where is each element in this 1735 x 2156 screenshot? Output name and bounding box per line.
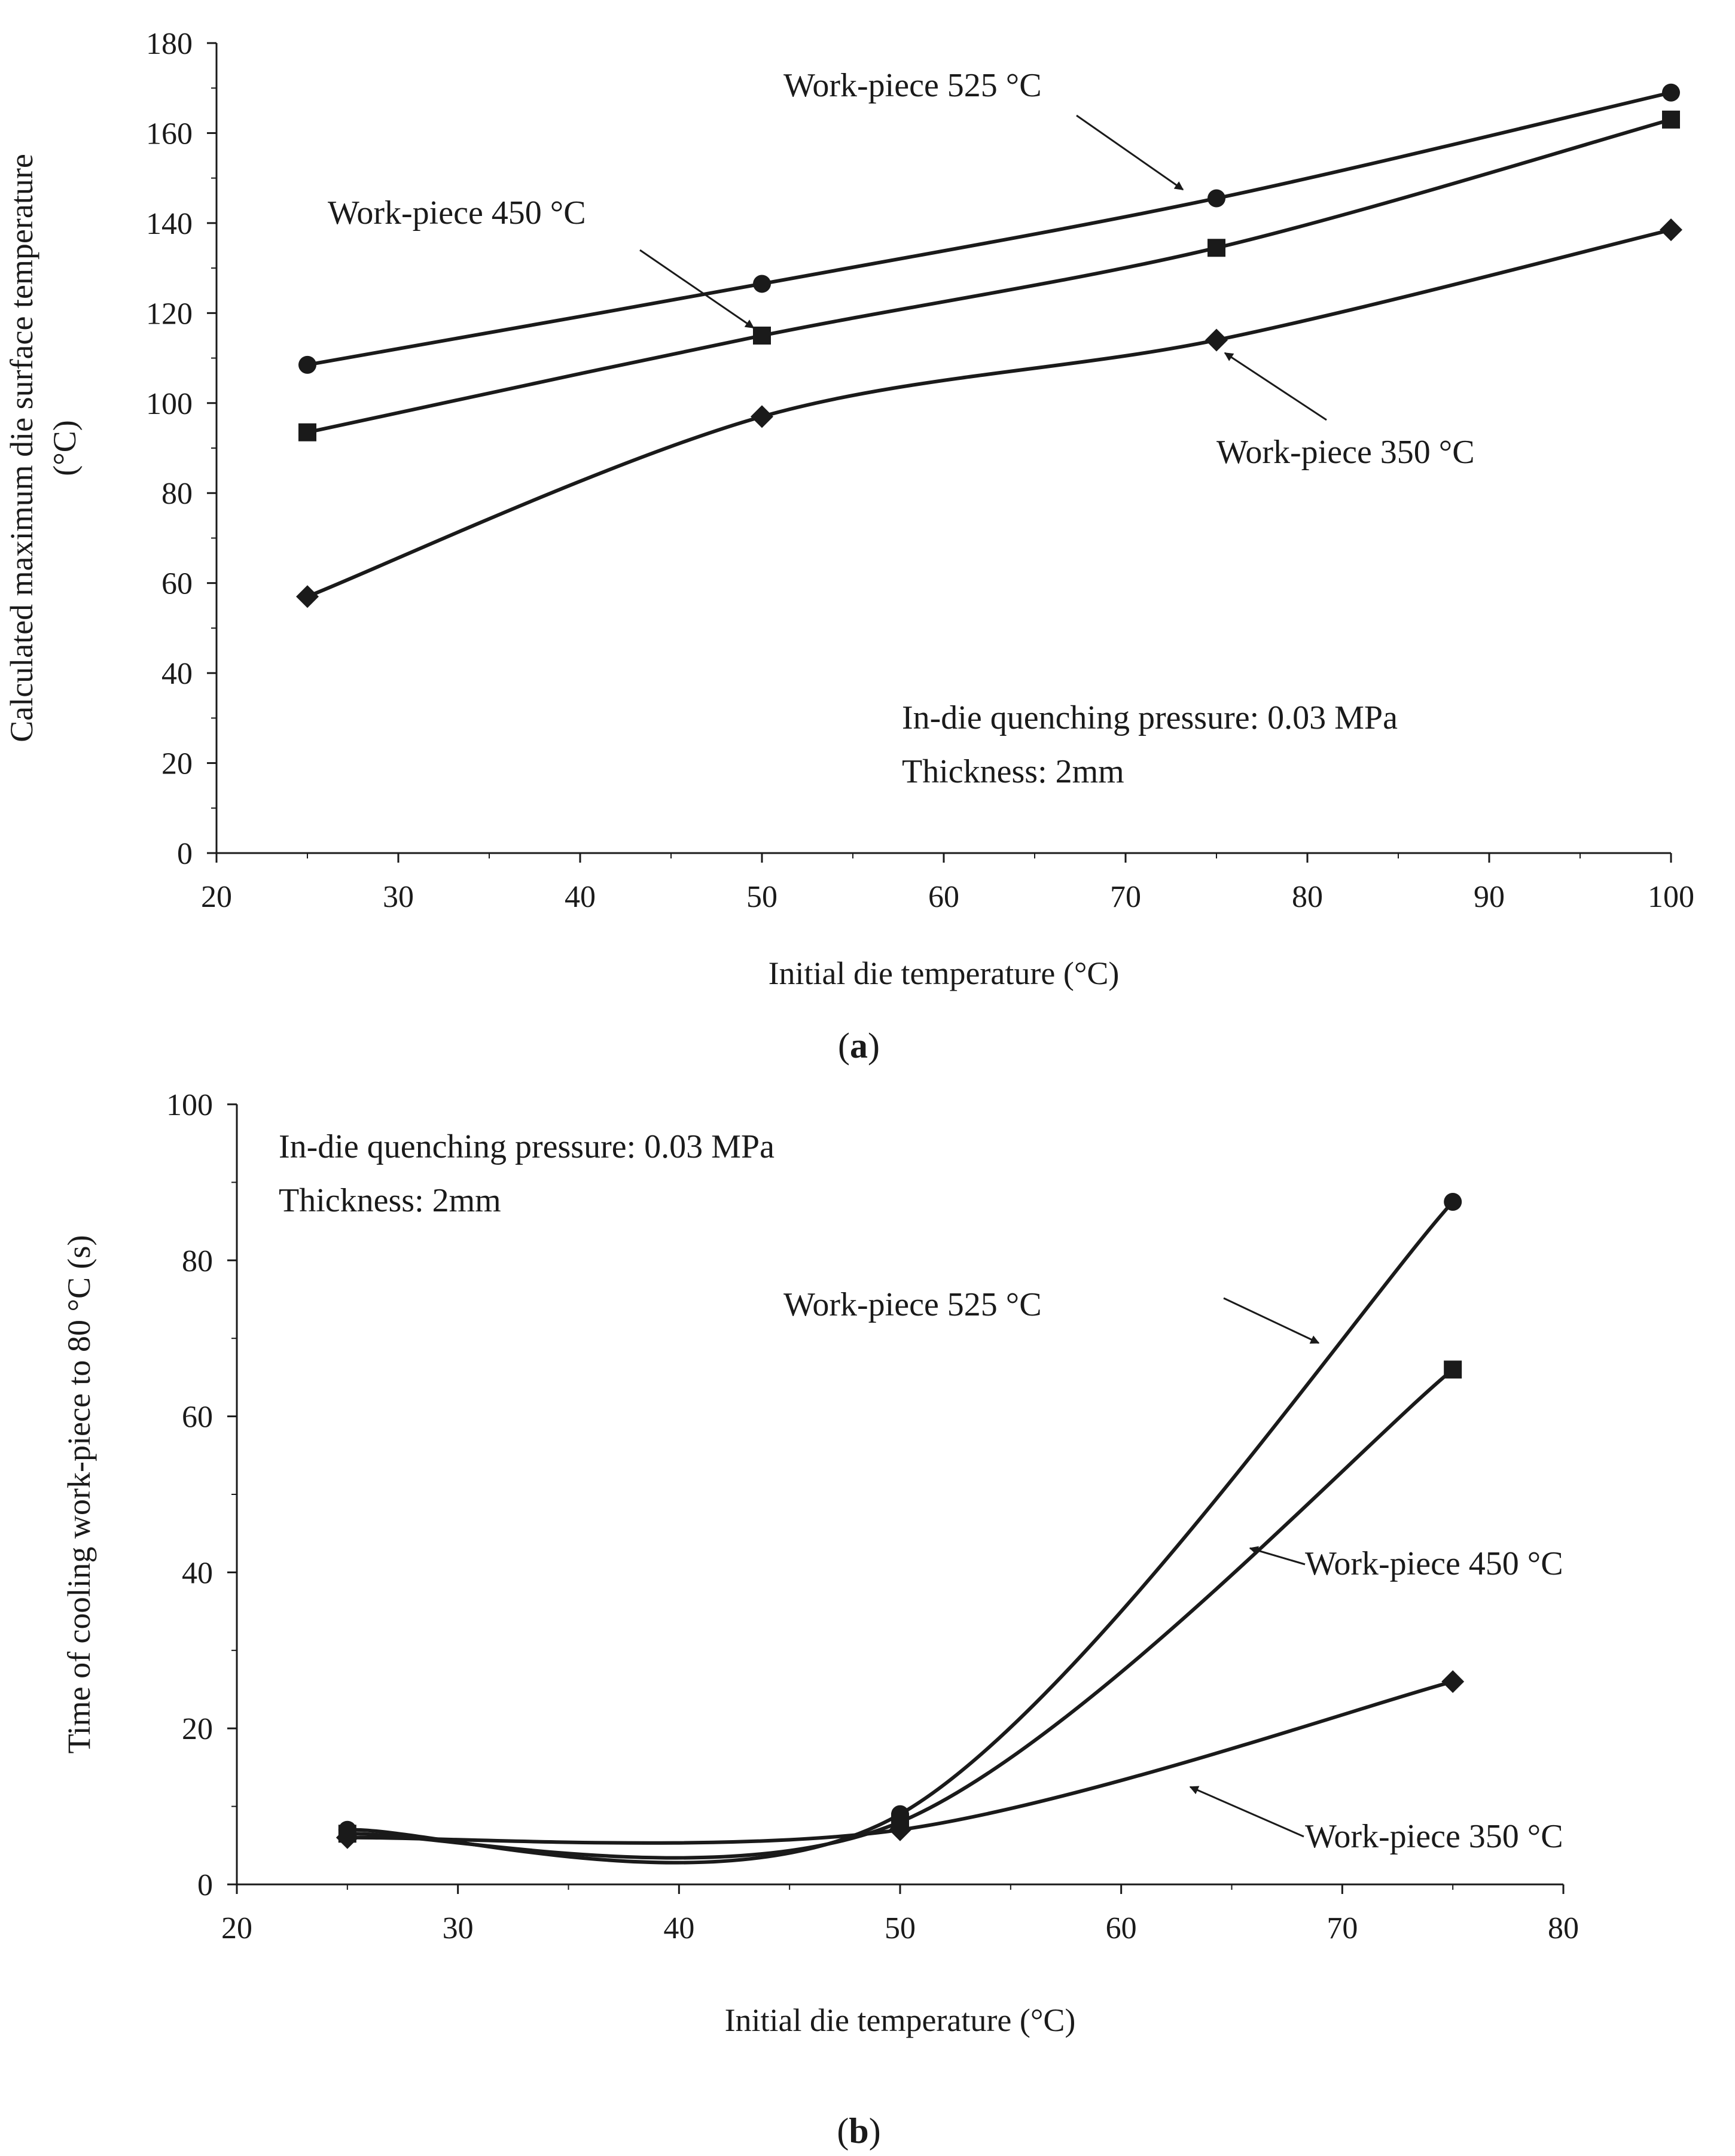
series-pointer-arrow [1249,1546,1306,1566]
series-pointer-arrow [1224,352,1327,421]
x-tick-label: 80 [1548,1911,1579,1945]
data-point-diamond [889,1818,911,1841]
series-label: Work-piece 525 °C [783,67,1042,104]
condition-note: Thickness: 2mm [902,753,1124,790]
y-tick-label: 80 [182,1244,213,1278]
y-tick-label: 100 [146,387,193,421]
y-axis-title: (°C) [47,420,83,476]
y-tick-label: 60 [161,567,193,601]
x-tick-label: 20 [221,1911,252,1945]
series-label: Work-piece 450 °C [328,194,586,232]
data-point-circle [298,355,316,374]
y-axis-title: Calculated maximum die surface temperatu… [4,154,39,742]
panel-label-a: (a) [838,1026,880,1065]
series-label: Work-piece 350 °C [1305,1818,1563,1855]
x-tick-label: 90 [1474,880,1505,914]
data-point-diamond [1660,218,1682,242]
data-point-circle [753,275,771,293]
series-label: Work-piece 350 °C [1216,434,1475,471]
condition-note: Thickness: 2mm [279,1182,501,1219]
x-tick-label: 70 [1110,880,1141,914]
y-tick-label: 0 [197,1868,213,1902]
series-line-2 [306,117,1673,434]
series-pointer-arrow [1189,1786,1304,1838]
x-tick-label: 60 [928,880,959,914]
data-point-square [298,423,316,441]
data-point-diamond [1205,328,1228,352]
data-point-square [1444,1360,1462,1379]
x-tick-label: 50 [885,1911,916,1945]
data-point-circle [1662,83,1680,102]
x-tick-label: 80 [1292,880,1323,914]
y-tick-label: 60 [182,1400,213,1435]
data-point-diamond [1441,1670,1465,1693]
data-point-circle [1444,1193,1462,1211]
condition-note: In-die quenching pressure: 0.03 MPa [902,699,1398,736]
x-tick-label: 40 [565,880,596,914]
x-tick-label: 30 [443,1911,474,1945]
data-point-diamond [336,1826,359,1849]
y-tick-label: 120 [146,297,193,331]
y-tick-label: 20 [182,1712,213,1746]
y-tick-label: 140 [146,207,193,241]
x-tick-label: 30 [383,880,414,914]
x-tick-label: 100 [1648,880,1694,914]
series-pointer-arrow [639,249,755,329]
y-tick-label: 0 [177,837,193,871]
data-point-diamond [751,405,773,428]
data-point-square [1662,110,1680,129]
y-axis-title: Time of cooling work-piece to 80 °C (s) [61,1235,97,1754]
x-tick-label: 50 [746,880,777,914]
y-tick-label: 80 [161,477,193,511]
series-pointer-arrow [1076,114,1184,191]
series-label: Work-piece 450 °C [1305,1545,1563,1582]
condition-note: In-die quenching pressure: 0.03 MPa [279,1128,775,1165]
y-tick-label: 180 [146,27,193,61]
x-tick-label: 70 [1327,1911,1358,1945]
x-tick-label: 20 [201,880,232,914]
x-tick-label: 60 [1106,1911,1137,1945]
x-tick-label: 40 [663,1911,694,1945]
y-tick-label: 100 [166,1088,213,1122]
series-line-1 [306,90,1673,367]
y-tick-label: 20 [161,747,193,781]
y-tick-label: 40 [182,1556,213,1590]
data-point-square [1208,239,1225,257]
y-tick-label: 160 [146,117,193,151]
y-tick-label: 40 [161,657,193,691]
data-point-square [753,326,771,345]
series-line-2 [345,1368,1455,1860]
series-line-3 [306,228,1673,599]
x-axis-title: Initial die temperature (°C) [769,955,1120,991]
data-point-diamond [296,585,319,608]
x-axis-title: Initial die temperature (°C) [725,2002,1076,2038]
series-label: Work-piece 525 °C [783,1286,1042,1323]
series-pointer-arrow [1223,1297,1320,1344]
panel-label-b: (b) [837,2111,880,2151]
data-point-circle [1208,189,1225,208]
